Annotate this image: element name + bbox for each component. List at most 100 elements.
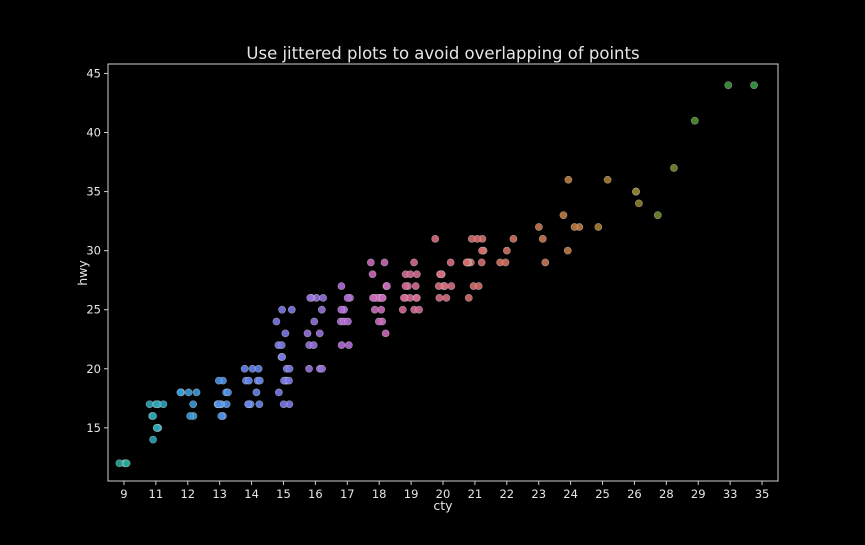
data-point (272, 317, 281, 326)
data-point (559, 211, 568, 220)
data-point (319, 293, 327, 302)
data-point (306, 293, 315, 302)
data-point (431, 234, 440, 243)
data-point (410, 258, 418, 267)
x-tick-label: 21 (468, 487, 483, 501)
data-point (254, 364, 263, 373)
data-point (369, 293, 377, 302)
data-point (474, 282, 483, 290)
x-tick-label: 14 (244, 487, 259, 501)
x-tick-label: 33 (723, 487, 738, 501)
data-point (149, 435, 157, 444)
x-tick-label: 28 (659, 487, 674, 501)
data-point (412, 293, 421, 302)
x-tick-label: 35 (755, 487, 770, 501)
data-point (653, 211, 662, 220)
data-point (436, 270, 445, 279)
y-tick-label: 20 (86, 362, 101, 376)
x-tick-label: 22 (499, 487, 514, 501)
data-point (603, 175, 612, 184)
data-point (214, 376, 223, 385)
data-point (184, 388, 193, 397)
data-point (277, 341, 286, 350)
data-point (447, 282, 456, 290)
data-point (446, 258, 455, 267)
data-point (214, 400, 223, 409)
data-point (240, 364, 249, 373)
y-tick-label: 15 (86, 421, 101, 435)
data-point (310, 317, 319, 326)
data-point (370, 305, 379, 314)
data-point (383, 282, 391, 290)
x-tick-label: 17 (340, 487, 355, 501)
data-point (317, 305, 326, 314)
x-tick-label: 9 (120, 487, 127, 501)
data-point (343, 293, 352, 302)
data-point (274, 388, 283, 397)
data-point (509, 234, 518, 243)
x-tick-label: 16 (308, 487, 323, 501)
data-point (400, 293, 408, 302)
data-point (149, 412, 158, 420)
data-point (315, 329, 324, 338)
data-point (631, 187, 640, 196)
data-point (541, 258, 550, 267)
data-point (255, 376, 264, 385)
data-point (285, 376, 293, 385)
data-point (337, 282, 346, 290)
data-point (635, 199, 643, 208)
data-point (724, 81, 733, 90)
data-point (285, 364, 294, 373)
data-point (244, 376, 253, 385)
data-point (176, 388, 185, 397)
data-point (374, 317, 383, 326)
data-point (401, 282, 410, 290)
data-point (464, 293, 473, 302)
data-point (344, 341, 353, 350)
x-axis-label: cty (433, 498, 453, 513)
data-point (380, 258, 389, 267)
data-point (534, 223, 543, 231)
data-point (501, 258, 510, 267)
data-point (152, 423, 161, 432)
x-tick-label: 20 (436, 487, 451, 501)
chart-title: Use jittered plots to avoid overlapping … (246, 44, 639, 63)
data-point (318, 364, 326, 373)
data-point (594, 223, 603, 231)
data-point (337, 341, 346, 350)
points-layer (115, 81, 758, 468)
data-point (415, 305, 423, 314)
data-point (152, 400, 161, 409)
data-point (538, 234, 547, 243)
data-point (186, 412, 195, 420)
x-tick-label: 23 (531, 487, 546, 501)
data-point (217, 412, 226, 420)
data-point (192, 388, 201, 397)
data-point (115, 459, 124, 468)
data-point (502, 246, 511, 255)
data-point (478, 246, 486, 255)
data-point (381, 329, 390, 338)
y-axis: 15 20 25 30 35 40 45 (86, 66, 108, 435)
data-point (398, 305, 407, 314)
data-point (252, 388, 261, 397)
y-tick-label: 30 (86, 244, 101, 258)
data-point (278, 353, 287, 361)
x-tick-label: 15 (276, 487, 291, 501)
y-tick-label: 45 (86, 66, 101, 80)
data-point (279, 400, 288, 409)
data-point (337, 305, 346, 314)
x-tick-label: 29 (691, 487, 706, 501)
data-point (378, 293, 387, 302)
x-tick-label: 25 (595, 487, 610, 501)
data-point (305, 364, 313, 373)
data-point (564, 175, 573, 184)
data-point (563, 246, 572, 255)
y-axis-label: hwy (75, 260, 90, 286)
data-point (570, 223, 579, 231)
data-point (368, 270, 377, 279)
data-point (278, 305, 286, 314)
data-point (287, 305, 296, 314)
data-point (366, 258, 375, 267)
